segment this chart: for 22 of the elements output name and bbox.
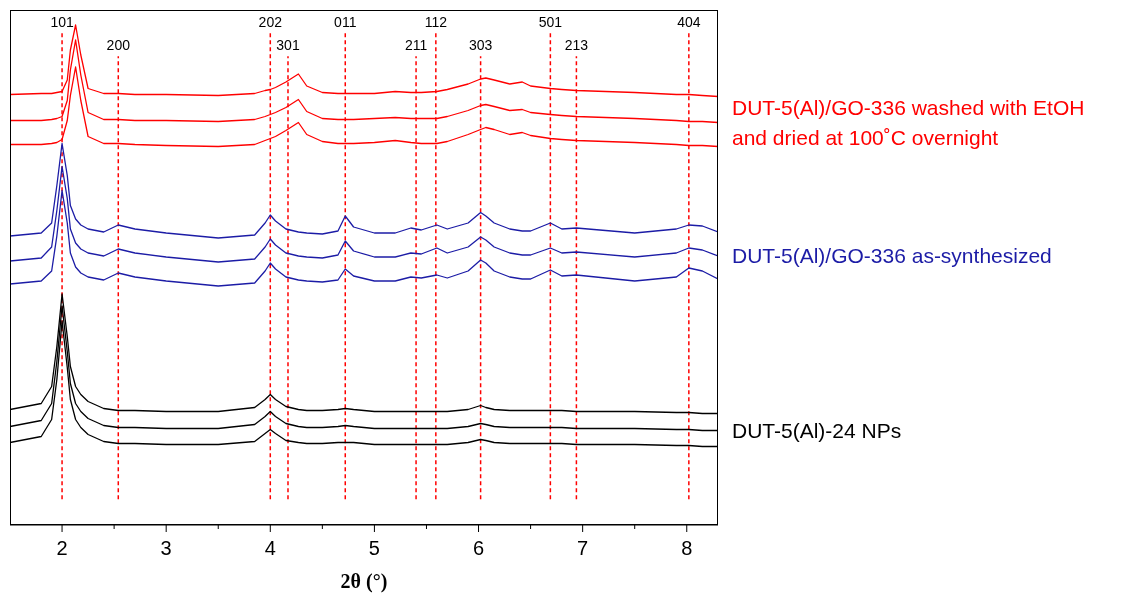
annotation: 303 — [468, 37, 493, 54]
x-tick-label: 2 — [56, 537, 68, 559]
x-tick-label: 3 — [160, 537, 172, 559]
x-tick-label: 7 — [577, 537, 589, 559]
annotation: 101 — [50, 14, 74, 31]
annotation: 211 — [404, 37, 428, 54]
annotation: 501 — [538, 14, 563, 31]
x-tick-label: 4 — [264, 537, 276, 559]
series-label: DUT-5(Al)-24 NPs — [732, 417, 903, 444]
x-axis-title: 2θ (°) — [340, 570, 388, 593]
annotation: 200 — [106, 37, 131, 54]
annotation: 301 — [276, 37, 300, 54]
x-tick-label: 8 — [681, 537, 693, 559]
annotation: 112 — [424, 14, 448, 31]
annotation: 213 — [564, 37, 589, 54]
annotation: 202 — [258, 14, 283, 31]
annotation: 404 — [677, 14, 701, 31]
annotation: 011 — [334, 14, 357, 31]
x-tick-label: 5 — [368, 537, 380, 559]
series-label: DUT-5(Al)/GO-336 washed with EtOH and dried at 100˚C overnight — [732, 94, 1086, 151]
x-tick-label: 6 — [472, 537, 485, 559]
series-label: DUT-5(Al)/GO-336 as-synthesized — [732, 243, 1053, 269]
